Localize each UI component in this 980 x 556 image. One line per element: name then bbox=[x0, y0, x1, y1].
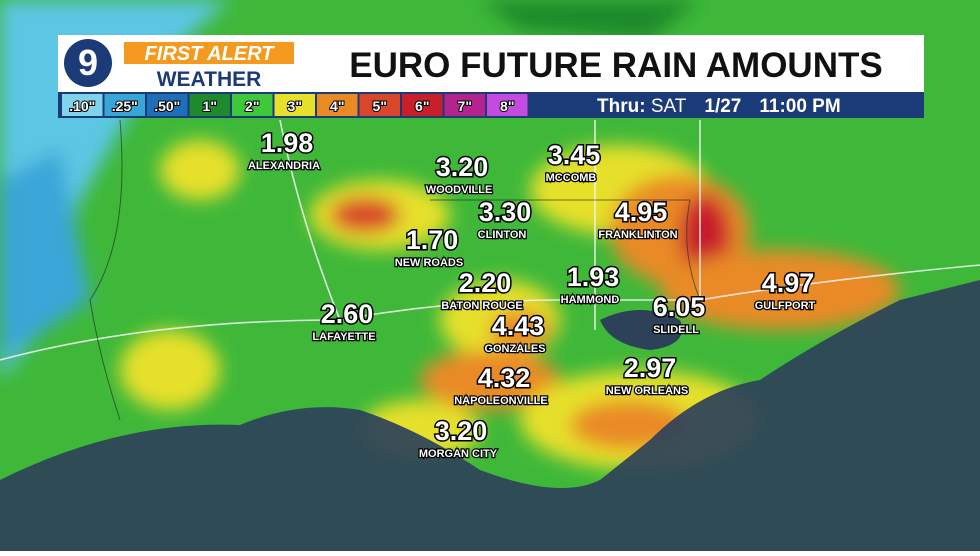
city-amount: 4.97 bbox=[762, 268, 815, 298]
valid-day: SAT bbox=[651, 96, 687, 117]
legend-swatch bbox=[274, 94, 315, 116]
city-name: NEW ROADS bbox=[395, 257, 463, 269]
brand-band bbox=[124, 42, 294, 64]
lake bbox=[600, 310, 682, 350]
borders bbox=[89, 119, 701, 421]
city-amount: 3.30 bbox=[479, 197, 532, 227]
legend-label: .25" bbox=[112, 98, 138, 114]
city-name: LAFAYETTE bbox=[312, 331, 375, 343]
legend-swatch bbox=[104, 94, 145, 116]
logo-number: 9 bbox=[78, 42, 98, 83]
legend-swatch bbox=[232, 94, 273, 116]
city-amounts: 1.98 ALEXANDRIA 3.20 WOODVILLE 3.45 MCCOMB 3.3… bbox=[247, 127, 817, 462]
valid-time: Thru: SAT 1/27 11:00 PM bbox=[597, 96, 841, 117]
valid-clock: 11:00 PM bbox=[759, 96, 840, 117]
city-name: CLINTON bbox=[478, 229, 527, 241]
legend-swatch bbox=[62, 94, 103, 116]
city-name: GULFPORT bbox=[755, 300, 816, 312]
legend-label: 8" bbox=[500, 98, 514, 114]
city-amount: 2.60 bbox=[321, 299, 374, 329]
legend-swatch bbox=[317, 94, 358, 116]
legend-swatch bbox=[402, 94, 443, 116]
city-amount: 2.20 bbox=[459, 268, 512, 298]
city-name: GONZALES bbox=[484, 343, 545, 355]
city-amount: 3.20 bbox=[435, 416, 488, 446]
legend-label: .50" bbox=[154, 98, 180, 114]
logo-badge bbox=[64, 39, 112, 87]
city-name: NAPOLEONVILLE bbox=[454, 395, 548, 407]
city-amount: 3.45 bbox=[548, 140, 601, 170]
roads bbox=[0, 119, 980, 361]
city-name: HAMMOND bbox=[561, 294, 620, 306]
city-name: SLIDELL bbox=[653, 324, 699, 336]
legend-swatch bbox=[359, 94, 400, 116]
brand-top: FIRST ALERT bbox=[145, 43, 276, 65]
city-name: ALEXANDRIA bbox=[248, 160, 320, 172]
header: 9 FIRST ALERT WEATHER EURO FUTURE RAIN A… bbox=[58, 35, 924, 118]
city-amount: 6.05 bbox=[653, 292, 706, 322]
legend-label: 6" bbox=[415, 98, 429, 114]
legend-label: 1" bbox=[203, 98, 217, 114]
city-amount: 2.97 bbox=[624, 353, 677, 383]
valid-prefix: Thru: bbox=[597, 96, 646, 117]
city-amount: 4.43 bbox=[492, 311, 545, 341]
title: EURO FUTURE RAIN AMOUNTS bbox=[349, 46, 882, 85]
city-name: BATON ROUGE bbox=[441, 300, 523, 312]
legend-label: 4" bbox=[330, 98, 344, 114]
city-amount: 1.93 bbox=[567, 262, 620, 292]
legend-swatch bbox=[487, 94, 528, 116]
city-amount: 4.32 bbox=[478, 363, 531, 393]
valid-date: 1/27 bbox=[704, 96, 741, 117]
city-name: FRANKLINTON bbox=[598, 229, 677, 241]
brand-bottom: WEATHER bbox=[157, 68, 262, 91]
legend-label: 3" bbox=[288, 98, 302, 114]
city-amount: 1.70 bbox=[406, 225, 459, 255]
city-name: MCCOMB bbox=[546, 172, 597, 184]
legend-swatch bbox=[444, 94, 485, 116]
legend-label: 2" bbox=[245, 98, 259, 114]
city-name: WOODVILLE bbox=[426, 184, 493, 196]
gulf-water bbox=[0, 280, 980, 551]
city-amount: 1.98 bbox=[261, 128, 314, 158]
legend-label: 7" bbox=[458, 98, 472, 114]
city-name: MORGAN CITY bbox=[419, 448, 498, 460]
city-amount: 3.20 bbox=[436, 152, 489, 182]
legend-label: 5" bbox=[373, 98, 387, 114]
city-name: NEW ORLEANS bbox=[606, 385, 689, 397]
legend-swatch bbox=[147, 94, 188, 116]
city-amount: 4.95 bbox=[615, 197, 668, 227]
legend-label: .10" bbox=[69, 98, 95, 114]
legend-swatch bbox=[189, 94, 230, 116]
legend: .10" .25" .50" 1" 2" 3" 4" 5" 6" 7" 8" bbox=[62, 94, 528, 116]
rain-field bbox=[0, 0, 900, 470]
